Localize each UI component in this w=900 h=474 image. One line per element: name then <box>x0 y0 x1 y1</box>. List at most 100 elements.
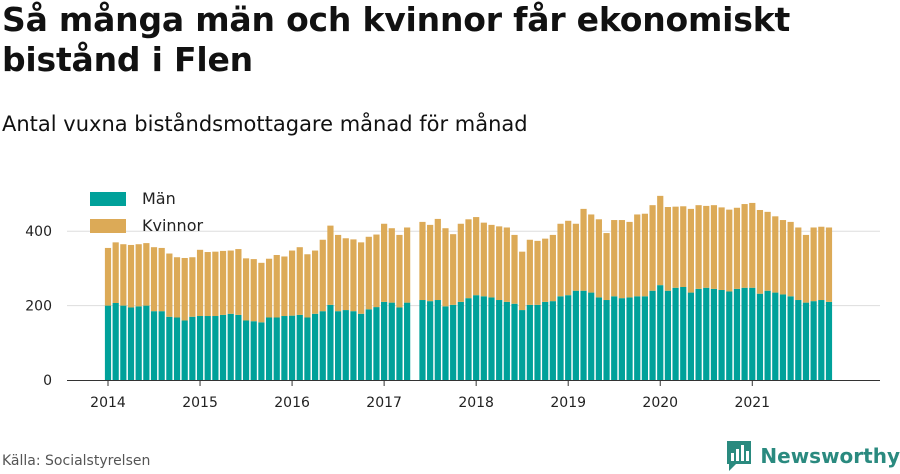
bar-kvinnor <box>373 234 380 308</box>
bar-man <box>588 292 595 380</box>
bar-man <box>634 296 641 380</box>
legend: Män Kvinnor <box>90 189 203 235</box>
bar-man <box>166 316 173 380</box>
bar-kvinnor <box>795 227 802 301</box>
bar-man <box>549 301 556 380</box>
bar-kvinnor <box>618 220 625 299</box>
bar-kvinnor <box>526 239 533 305</box>
bar-kvinnor <box>511 234 518 304</box>
bar-kvinnor <box>457 223 464 302</box>
legend-swatch-man <box>90 192 126 206</box>
bar-man <box>764 290 771 380</box>
bar-man <box>457 301 464 380</box>
bar-man <box>135 306 142 380</box>
bar-man <box>173 317 181 380</box>
bar-man <box>196 316 204 380</box>
bar-kvinnor <box>265 258 273 318</box>
bar-kvinnor <box>473 217 480 296</box>
bar-kvinnor <box>634 214 641 297</box>
legend-label-kvinnor: Kvinnor <box>142 216 203 235</box>
bar-man <box>672 287 679 380</box>
bar-kvinnor <box>173 257 181 318</box>
bar-kvinnor <box>595 219 602 298</box>
bar-kvinnor <box>580 208 587 291</box>
bar-man <box>311 313 319 380</box>
bar-kvinnor <box>488 224 495 298</box>
bar-man <box>112 302 119 380</box>
bar-man <box>733 288 741 380</box>
x-tick-label: 2020 <box>642 395 678 411</box>
bar-man <box>150 311 158 380</box>
bar-man <box>181 320 188 380</box>
bar-kvinnor <box>549 234 556 302</box>
bar-kvinnor <box>273 255 280 318</box>
bar-man <box>572 290 579 380</box>
bar-man <box>534 304 541 380</box>
bar-kvinnor <box>335 234 342 312</box>
bar-man <box>335 311 342 380</box>
bar-man <box>319 311 326 380</box>
bar-kvinnor <box>189 257 196 317</box>
bar-kvinnor <box>534 240 541 305</box>
chart-subtitle: Antal vuxna biståndsmottagare månad för … <box>2 112 528 136</box>
brand-logo-group: Newsworthy <box>726 440 900 472</box>
bar-man <box>695 288 702 380</box>
bar-man <box>626 297 633 380</box>
bar-kvinnor <box>818 226 825 301</box>
bar-man <box>296 314 303 380</box>
bar-man <box>189 316 196 380</box>
bar-man <box>542 301 549 380</box>
bar-man <box>250 321 257 380</box>
bar-layer <box>104 195 833 380</box>
bar-man <box>465 298 472 380</box>
bar-man <box>342 310 349 380</box>
bar-kvinnor <box>810 227 817 302</box>
bar-man <box>595 297 602 380</box>
bar-kvinnor <box>327 225 334 305</box>
bar-kvinnor <box>434 218 441 301</box>
bar-man <box>204 316 211 380</box>
bar-man <box>511 303 518 380</box>
bar-man <box>756 293 764 380</box>
bar-man <box>565 295 572 380</box>
bar-man <box>680 287 687 380</box>
bar-man <box>404 302 411 380</box>
bar-kvinnor <box>150 247 158 312</box>
bar-kvinnor <box>733 207 741 289</box>
bar-kvinnor <box>166 253 173 317</box>
bar-man <box>710 288 718 380</box>
x-tick-label: 2015 <box>182 395 218 411</box>
bar-man <box>611 296 618 380</box>
bar-man <box>265 317 273 380</box>
bar-kvinnor <box>427 224 434 302</box>
bar-kvinnor <box>212 251 219 317</box>
brand-name: Newsworthy <box>760 444 900 468</box>
bar-man <box>664 290 672 380</box>
bar-man <box>304 317 311 380</box>
bar-man <box>519 310 526 380</box>
bar-man <box>235 314 242 380</box>
bar-man <box>281 316 288 380</box>
bar-man <box>496 300 503 380</box>
bar-kvinnor <box>381 223 388 302</box>
bar-kvinnor <box>288 250 296 316</box>
bar-man <box>365 309 372 380</box>
bar-man <box>818 300 825 380</box>
bar-kvinnor <box>626 221 633 298</box>
bar-kvinnor <box>726 209 733 292</box>
chart-title: Så många män och kvinnor får ekonomiskt … <box>2 0 791 79</box>
bar-kvinnor <box>703 205 710 288</box>
bar-kvinnor <box>565 220 572 296</box>
bar-kvinnor <box>120 244 127 306</box>
bar-kvinnor <box>342 238 349 311</box>
legend-label-man: Män <box>142 189 176 208</box>
bar-man <box>473 295 480 380</box>
bar-man <box>227 313 234 380</box>
bar-kvinnor <box>764 211 771 291</box>
bar-kvinnor <box>695 205 702 289</box>
bar-kvinnor <box>779 220 787 295</box>
bar-kvinnor <box>358 242 365 314</box>
bar-kvinnor <box>749 202 756 288</box>
bar-kvinnor <box>772 216 779 293</box>
